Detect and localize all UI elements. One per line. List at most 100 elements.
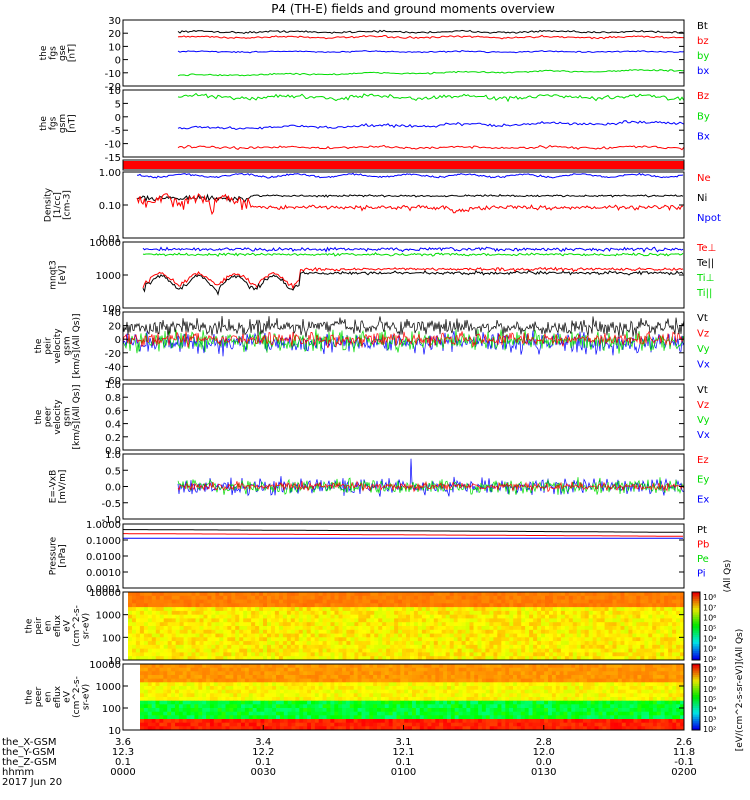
spectrogram-cell xyxy=(135,626,141,631)
spectrogram-cell xyxy=(571,678,576,683)
spectrogram-cell xyxy=(295,693,300,698)
spectrogram-cell xyxy=(458,664,463,669)
spectrogram-cell xyxy=(497,592,502,597)
ytick-label: 0.10 xyxy=(99,201,121,212)
spectrogram-cell xyxy=(267,599,272,604)
spectrogram-cell xyxy=(195,607,200,612)
spectrogram-cell xyxy=(612,595,617,601)
spectrogram-cell xyxy=(509,637,514,642)
spectrogram-cell xyxy=(513,697,518,702)
spectrogram-cell xyxy=(334,629,339,635)
spectrogram-cell xyxy=(632,618,637,623)
spectrogram-cell xyxy=(382,622,387,627)
spectrogram-cell xyxy=(413,644,419,650)
spectrogram-cell xyxy=(251,607,256,612)
panel-peer-vel: the peer velocity gsm [km/s](All Qs)] 1.00.80… xyxy=(34,380,710,457)
spectrogram-cell xyxy=(583,697,588,702)
spectrogram-cell xyxy=(425,607,431,612)
spectrogram-cell xyxy=(425,656,431,661)
spectrogram-cell xyxy=(209,671,215,676)
spectrogram-cell xyxy=(461,595,467,601)
spectrogram-cell xyxy=(560,592,566,597)
spectrogram-cell xyxy=(549,618,554,623)
spectrogram-cell xyxy=(567,708,572,713)
spectrogram-cell xyxy=(664,671,669,676)
spectrogram-cell xyxy=(244,675,250,680)
spectrogram-cell xyxy=(493,599,498,604)
spectrogram-cell xyxy=(470,700,475,705)
spectrogram-cell xyxy=(191,626,196,631)
spectrogram-cell xyxy=(621,682,627,687)
spectrogram-cell xyxy=(350,637,355,642)
spectrogram-cell xyxy=(453,610,459,616)
spectrogram-cell xyxy=(259,644,264,650)
spectrogram-cell xyxy=(509,614,514,619)
spectrogram-cell xyxy=(217,693,223,698)
spectrogram-cell xyxy=(163,618,169,623)
spectrogram-cell xyxy=(410,637,415,642)
spectrogram-cell xyxy=(579,715,584,720)
spectrogram-cell xyxy=(229,689,234,694)
spectrogram-cell xyxy=(203,629,208,635)
spectrogram-cell xyxy=(227,610,232,616)
spectrogram-cell xyxy=(625,675,631,680)
spectrogram-cell xyxy=(384,675,390,680)
spectrogram-cell xyxy=(211,626,216,631)
spectrogram-cell xyxy=(656,697,662,702)
spectrogram-cell xyxy=(248,686,254,691)
spectrogram-cell xyxy=(449,637,455,642)
spectrogram-cell xyxy=(128,607,133,612)
spectrogram-cell xyxy=(516,671,522,676)
spectrogram-cell xyxy=(221,682,226,687)
spectrogram-cell xyxy=(474,664,479,669)
spectrogram-cell xyxy=(263,614,268,619)
spectrogram-cell xyxy=(311,704,316,709)
spectrogram-cell xyxy=(513,629,518,635)
spectrogram-cell xyxy=(373,697,378,702)
spectrogram-cell xyxy=(330,689,335,694)
spectrogram-cell xyxy=(241,689,246,694)
spectrogram-cell xyxy=(453,595,459,601)
spectrogram-cell xyxy=(680,678,685,683)
spectrogram-cell xyxy=(406,618,411,623)
spectrogram-cell xyxy=(354,592,359,597)
spectrogram-cell xyxy=(540,678,545,683)
spectrogram-cell xyxy=(377,664,382,669)
spectrogram-cell xyxy=(286,637,292,642)
spectrogram-cell xyxy=(509,719,514,724)
spectrogram-cell xyxy=(326,656,332,661)
spectrogram-cell xyxy=(532,682,537,687)
spectrogram-cell xyxy=(652,599,657,604)
spectrogram-cell xyxy=(147,648,153,653)
spectrogram-cell xyxy=(598,693,603,698)
spectrogram-cell xyxy=(183,641,189,646)
spectrogram-cell xyxy=(318,610,324,616)
spectrogram-cell xyxy=(450,686,456,691)
spectrogram-cell xyxy=(441,656,447,661)
spectrogram-cell xyxy=(378,599,383,604)
spectrogram-cell xyxy=(427,700,432,705)
spectrogram-cell xyxy=(357,664,362,669)
spectrogram-cell xyxy=(668,595,673,601)
spectrogram-cell xyxy=(676,686,681,691)
spectrogram-cell xyxy=(314,626,320,631)
spectrogram-cell xyxy=(656,603,661,608)
spectrogram-cell xyxy=(628,607,633,612)
spectrogram-cell xyxy=(481,715,487,720)
spectrogram-cell xyxy=(282,599,288,604)
spectrogram-cell xyxy=(524,686,530,691)
spectrogram-cell xyxy=(493,704,498,709)
spectrogram-cell xyxy=(485,664,491,669)
spectrogram-cell xyxy=(404,715,409,720)
spectrogram-cell xyxy=(366,599,371,604)
spectrogram-cell xyxy=(353,678,359,683)
spectrogram-cell xyxy=(256,689,261,694)
spectrogram-cell xyxy=(672,618,677,623)
spectrogram-cell xyxy=(272,689,277,694)
spectrogram-cell xyxy=(276,675,281,680)
spectrogram-cell xyxy=(528,715,533,720)
spectrogram-cell xyxy=(361,682,366,687)
spectrogram-cell xyxy=(478,700,483,705)
spectrogram-cell xyxy=(524,675,530,680)
